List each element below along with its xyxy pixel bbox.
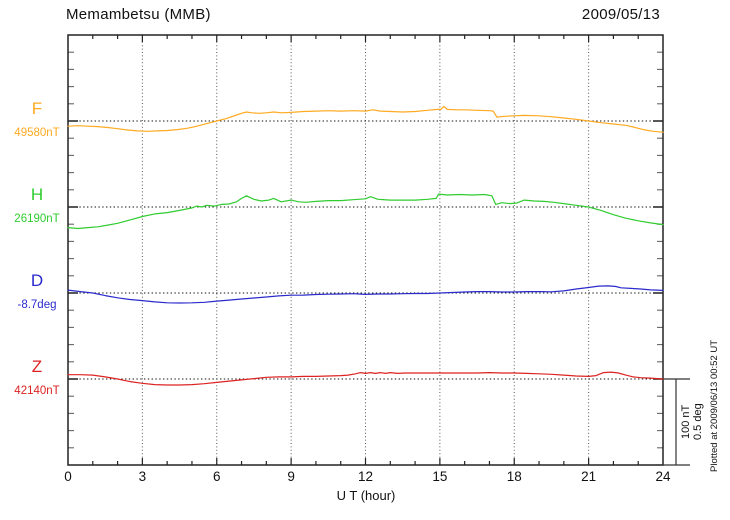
series-letter-Z: Z: [31, 357, 43, 376]
plotted-at-label: Plotted at 2009/06/13 00:52 UT: [709, 339, 720, 472]
x-axis-title: U T (hour): [336, 488, 396, 503]
trace-F: [67, 105, 664, 133]
x-tick-label-6: 6: [212, 469, 221, 484]
scale-bar-deg-label: 0.5 deg: [692, 403, 704, 441]
x-tick-label-21: 21: [581, 469, 597, 484]
series-letter-D: D: [30, 271, 44, 290]
series-letter-H: H: [30, 185, 44, 204]
series-letter-F: F: [31, 99, 43, 118]
x-tick-label-15: 15: [432, 469, 448, 484]
x-tick-label-3: 3: [138, 469, 147, 484]
x-tick-label-0: 0: [64, 469, 72, 484]
series-base-value-D: -8.7deg: [17, 299, 57, 311]
trace-H: [67, 193, 664, 230]
series-base-value-H: 26190nT: [14, 213, 60, 225]
date-label: 2009/05/13: [581, 6, 660, 23]
scale-bar-nt-label: 100 nT: [680, 404, 692, 440]
trace-Z: [67, 371, 664, 386]
trace-D: [67, 285, 664, 304]
x-tick-label-24: 24: [655, 469, 671, 484]
x-tick-label-18: 18: [506, 469, 522, 484]
page-title: Memambetsu (MMB): [66, 6, 211, 23]
scale-bar-label: 100 nT 0.5 deg: [680, 388, 704, 456]
series-base-value-Z: 42140nT: [14, 385, 60, 397]
x-tick-label-12: 12: [357, 469, 374, 484]
series-base-value-F: 49580nT: [14, 127, 60, 139]
x-tick-label-9: 9: [287, 469, 295, 484]
